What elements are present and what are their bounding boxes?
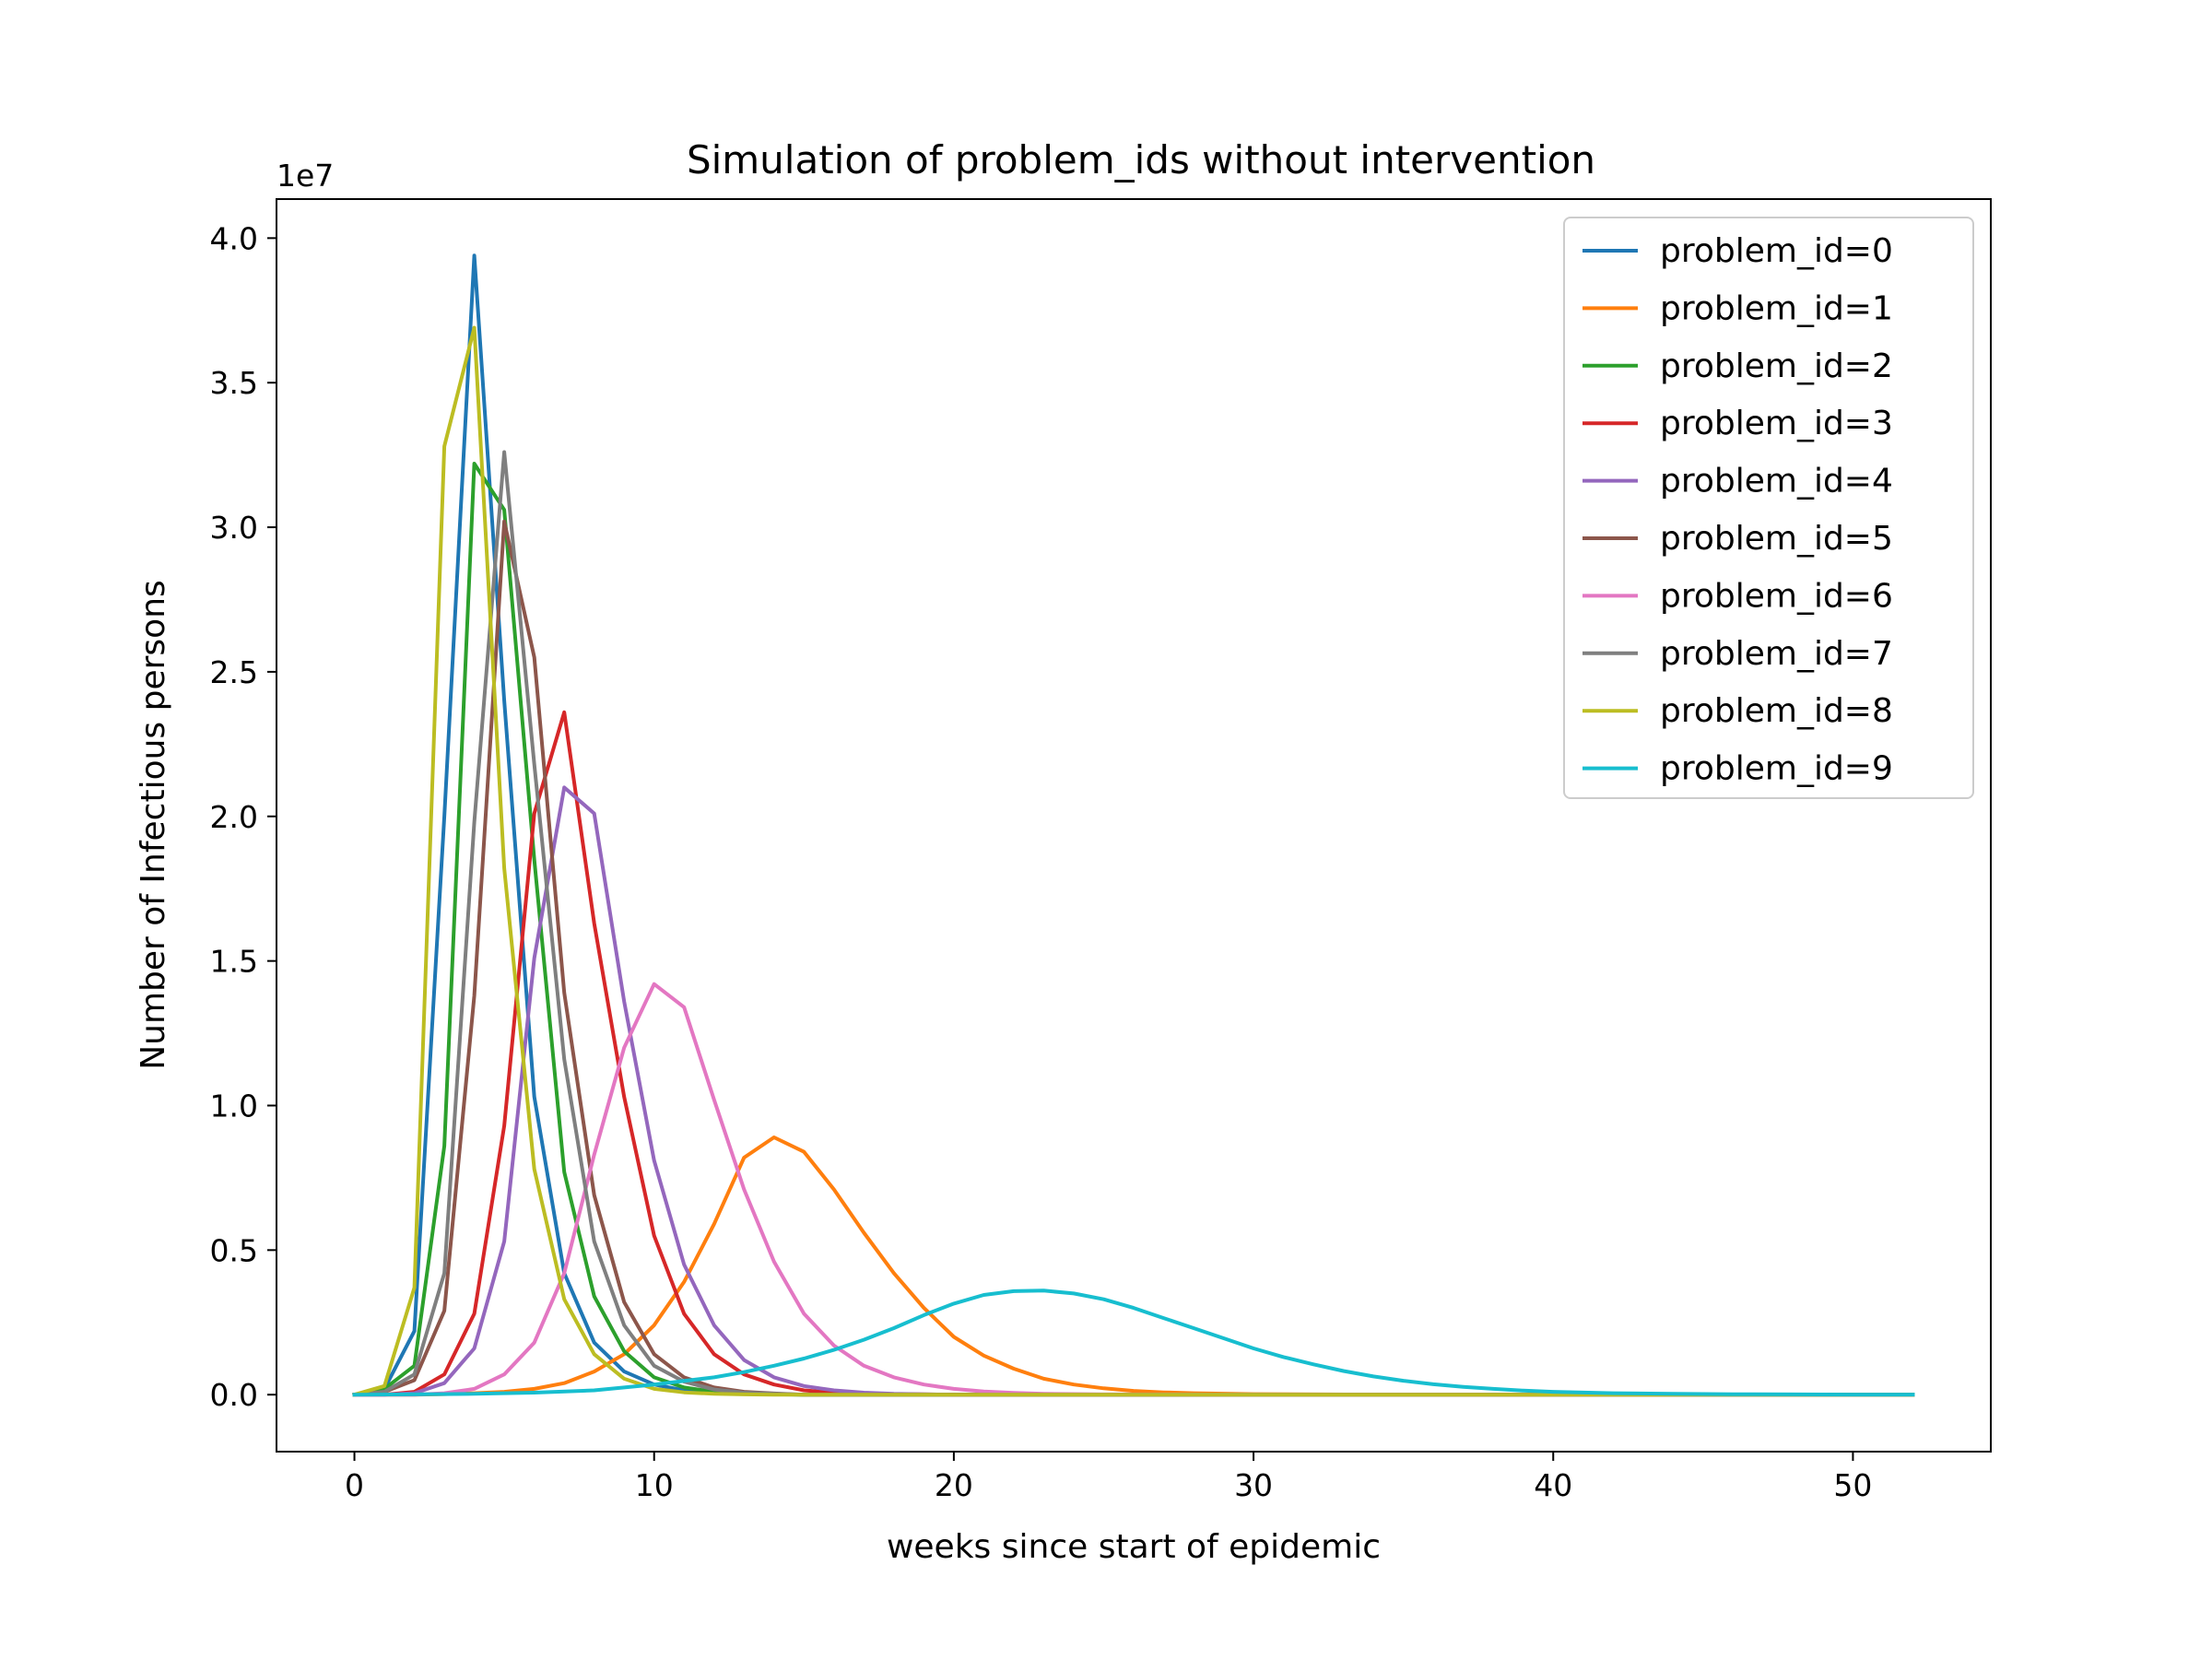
y-tick-label: 4.0 — [210, 220, 258, 256]
legend: problem_id=0 problem_id=1 problem_id=2prob… — [1563, 217, 1974, 799]
y-axis: 0.0 0.5 1.0 1.5 2.0 2.5 3.0 3.5 4.0 — [210, 220, 276, 1413]
legend-label-7: problem_id=7 — [1660, 635, 1893, 673]
y-tick-label: 3.5 — [210, 365, 258, 401]
legend-label-2: problem_id=2 — [1660, 347, 1893, 385]
y-tick-label: 1.5 — [210, 944, 258, 980]
chart-title: Simulation of problem_ids without interv… — [687, 137, 1595, 182]
x-tick-label: 10 — [635, 1467, 674, 1503]
x-tick-label: 0 — [345, 1467, 364, 1503]
y-tick-label: 3.0 — [210, 510, 258, 546]
series-line-1 — [352, 1135, 1915, 1397]
x-axis-title: weeks since start of epidemic — [887, 1528, 1381, 1566]
legend-label-9: problem_id=9 — [1660, 750, 1893, 788]
legend-frame — [1563, 217, 1974, 799]
x-tick-label: 20 — [935, 1467, 973, 1503]
y-offset-label: 1e7 — [276, 158, 334, 194]
x-axis: 0 10 20 30 40 50 — [345, 1452, 1872, 1503]
legend-label-6: problem_id=6 — [1660, 577, 1893, 615]
legend-label-8: problem_id=8 — [1660, 692, 1893, 730]
y-tick-label: 1.0 — [210, 1088, 258, 1124]
y-tick-label: 0.0 — [210, 1377, 258, 1413]
x-tick-label: 40 — [1534, 1467, 1572, 1503]
y-tick-label: 2.0 — [210, 799, 258, 835]
y-axis-title: Number of Infectious persons — [135, 580, 172, 1070]
series-layer — [352, 253, 1915, 1397]
legend-label-1: problem_id=1 — [1660, 289, 1893, 327]
legend-label-3: problem_id=3 — [1660, 405, 1893, 442]
legend-label-5: problem_id=5 — [1660, 520, 1893, 558]
legend-label-0: problem_id=0 — [1660, 232, 1893, 270]
series-line-9 — [352, 1288, 1915, 1397]
y-tick-label: 0.5 — [210, 1232, 258, 1268]
x-tick-label: 50 — [1833, 1467, 1872, 1503]
plot-frame — [276, 198, 1992, 1453]
x-tick-label: 30 — [1234, 1467, 1273, 1503]
series-line-8 — [352, 325, 1915, 1397]
y-tick-label: 2.5 — [210, 654, 258, 690]
legend-label-4: problem_id=4 — [1660, 463, 1893, 500]
